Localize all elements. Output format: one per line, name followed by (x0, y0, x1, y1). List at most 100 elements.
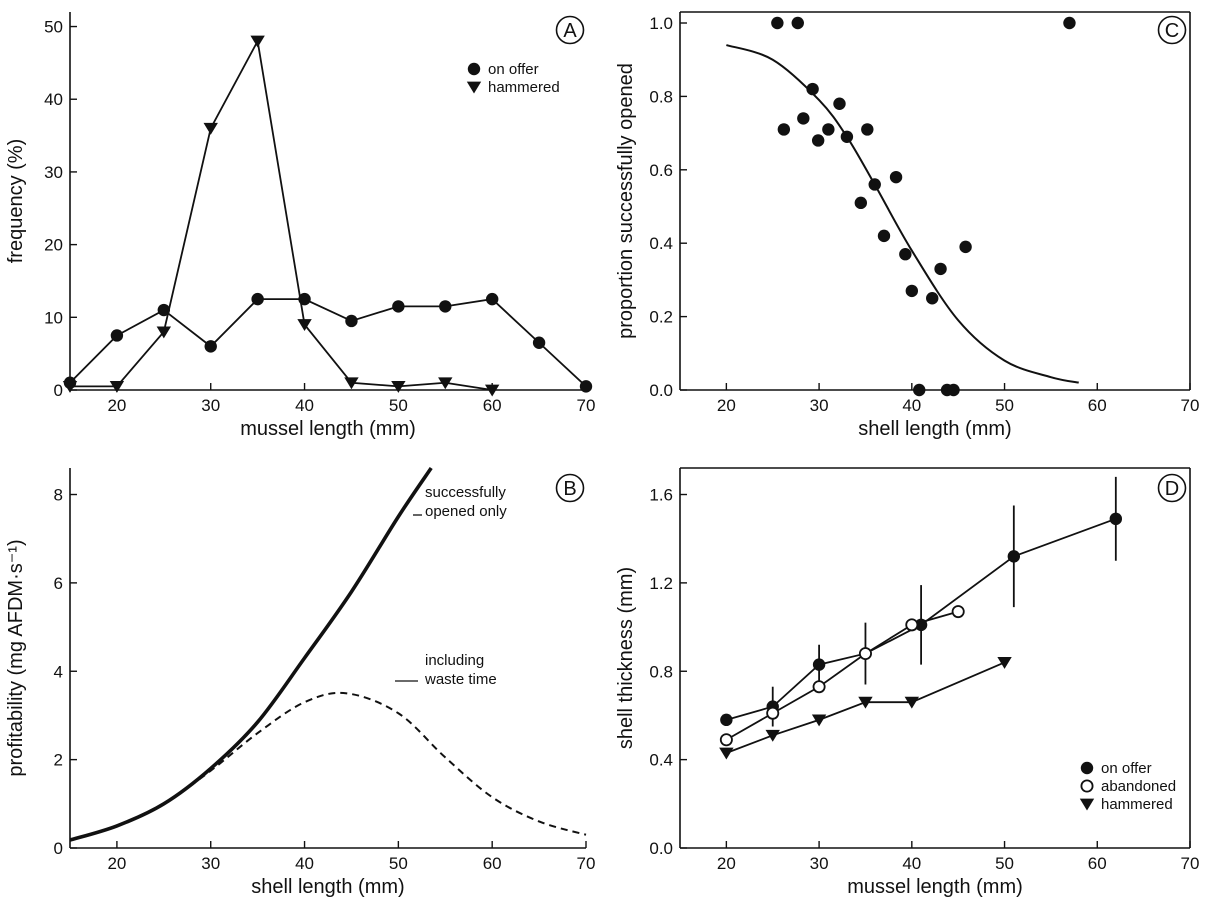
series-hammered (62, 35, 500, 397)
legend-marker (1079, 798, 1095, 811)
legend-marker (466, 81, 482, 94)
y-tick-label: 10 (44, 308, 63, 327)
axes: 20 30 40 50 60 70 0.0 0.4 0.8 1.2 1.6 (649, 467, 1200, 873)
data-point (765, 729, 780, 742)
y-tick-label: 1.2 (649, 574, 673, 593)
data-point (62, 380, 78, 393)
y-tick-label: 0.4 (649, 751, 673, 770)
y-tick-label: 50 (44, 18, 63, 37)
x-tick-label: 30 (810, 854, 829, 873)
x-tick-label: 50 (389, 396, 408, 415)
data-point (579, 380, 593, 393)
data-point (297, 319, 312, 332)
data-point (344, 377, 359, 390)
y-tick-label: 0.4 (649, 234, 673, 253)
panel-b: 20 30 40 50 60 70 0 2 4 6 8 shell length (mm) profit… (5, 466, 595, 898)
x-tick-label: 60 (1088, 854, 1107, 873)
data-point (812, 658, 826, 671)
data-point (484, 384, 500, 397)
x-tick-label: 40 (902, 854, 921, 873)
y-tick-label: 2 (54, 751, 63, 770)
x-axis-title: mussel length (mm) (240, 418, 416, 440)
legend-marker (1080, 761, 1094, 775)
data-point (997, 657, 1012, 669)
x-axis-title: mussel length (mm) (847, 876, 1023, 898)
x-tick-label: 20 (107, 854, 126, 873)
data-point (959, 240, 972, 254)
panel-letter-circle (555, 15, 585, 45)
data-point (720, 713, 733, 727)
series-line (70, 38, 493, 391)
data-point (833, 97, 846, 110)
annotation: including waste time (395, 652, 497, 688)
y-tick-label: 8 (54, 486, 63, 505)
data-point (771, 16, 784, 30)
x-tick-label: 60 (1088, 396, 1107, 415)
series-abandoned (719, 605, 965, 747)
axes: 20 30 40 50 60 70 0 10 20 30 40 50 (44, 12, 595, 415)
legend-marker (1080, 779, 1094, 793)
x-axis-title: shell length (mm) (251, 876, 404, 898)
annotation-text: waste time (424, 671, 497, 688)
series-points-1 (726, 44, 1079, 384)
series-line (69, 298, 587, 388)
data-point (250, 35, 265, 48)
y-tick-label: 40 (44, 90, 63, 109)
x-tick-label: 30 (201, 396, 220, 415)
y-tick-label: 1.0 (649, 14, 673, 33)
annotation-text: including (425, 652, 484, 669)
y-tick-label: 0 (54, 381, 63, 400)
data-point (719, 747, 734, 760)
data-point (766, 706, 780, 720)
fitted-curve (726, 44, 1079, 384)
data-point (904, 696, 920, 709)
axes: 20 30 40 50 60 70 0 2 4 6 8 (54, 468, 595, 873)
panel-letter-circle (1157, 473, 1187, 503)
series-line (725, 610, 959, 741)
series-on-offer (720, 476, 1123, 727)
annotation: successfully opened only (413, 484, 507, 520)
data-point (251, 292, 264, 306)
annotation-text: opened only (425, 503, 507, 520)
data-point (1007, 550, 1021, 563)
data-point (806, 82, 819, 96)
x-tick-label: 30 (810, 396, 829, 415)
series-points-0 (771, 16, 1076, 397)
y-axis-title: profitability (mg AFDM·s⁻¹) (5, 539, 27, 776)
legend-label: hammered (488, 79, 560, 96)
x-tick-label: 50 (389, 854, 408, 873)
x-tick-label: 40 (902, 396, 921, 415)
data-point (204, 340, 217, 353)
data-point (485, 292, 499, 306)
x-tick-label: 40 (295, 854, 314, 873)
y-tick-label: 1.6 (649, 486, 673, 505)
data-point (109, 380, 125, 393)
y-tick-label: 0.8 (649, 662, 673, 681)
x-tick-label: 70 (1181, 396, 1200, 415)
y-tick-label: 30 (44, 163, 63, 182)
x-tick-label: 70 (577, 396, 596, 415)
x-tick-label: 70 (1181, 854, 1200, 873)
legend-label: abandoned (1101, 778, 1176, 795)
panel-c: 20 30 40 50 60 70 0.0 0.2 0.4 0.6 0.8 1.0 shell leng… (615, 11, 1200, 440)
data-point (889, 170, 903, 184)
series-successfully-opened-only (69, 466, 433, 842)
axes: 20 30 40 50 60 70 0.0 0.2 0.4 0.6 0.8 1.0 (649, 11, 1200, 415)
data-point (797, 112, 810, 125)
data-point (934, 262, 947, 276)
annotation-text: successfully (425, 484, 506, 501)
panel-letter: D (1165, 478, 1179, 500)
panel-letter-circle (1157, 15, 1187, 45)
panel-d: 20 30 40 50 60 70 0.0 0.4 0.8 1.2 1.6 mussel length… (615, 467, 1200, 898)
x-tick-label: 20 (107, 396, 126, 415)
y-tick-label: 0.6 (649, 161, 673, 180)
data-point (391, 380, 406, 393)
legend-label: on offer (1101, 760, 1152, 777)
data-point (156, 326, 172, 339)
data-point (392, 300, 405, 313)
panel-letter: A (563, 20, 577, 42)
y-tick-label: 0.2 (649, 308, 673, 327)
